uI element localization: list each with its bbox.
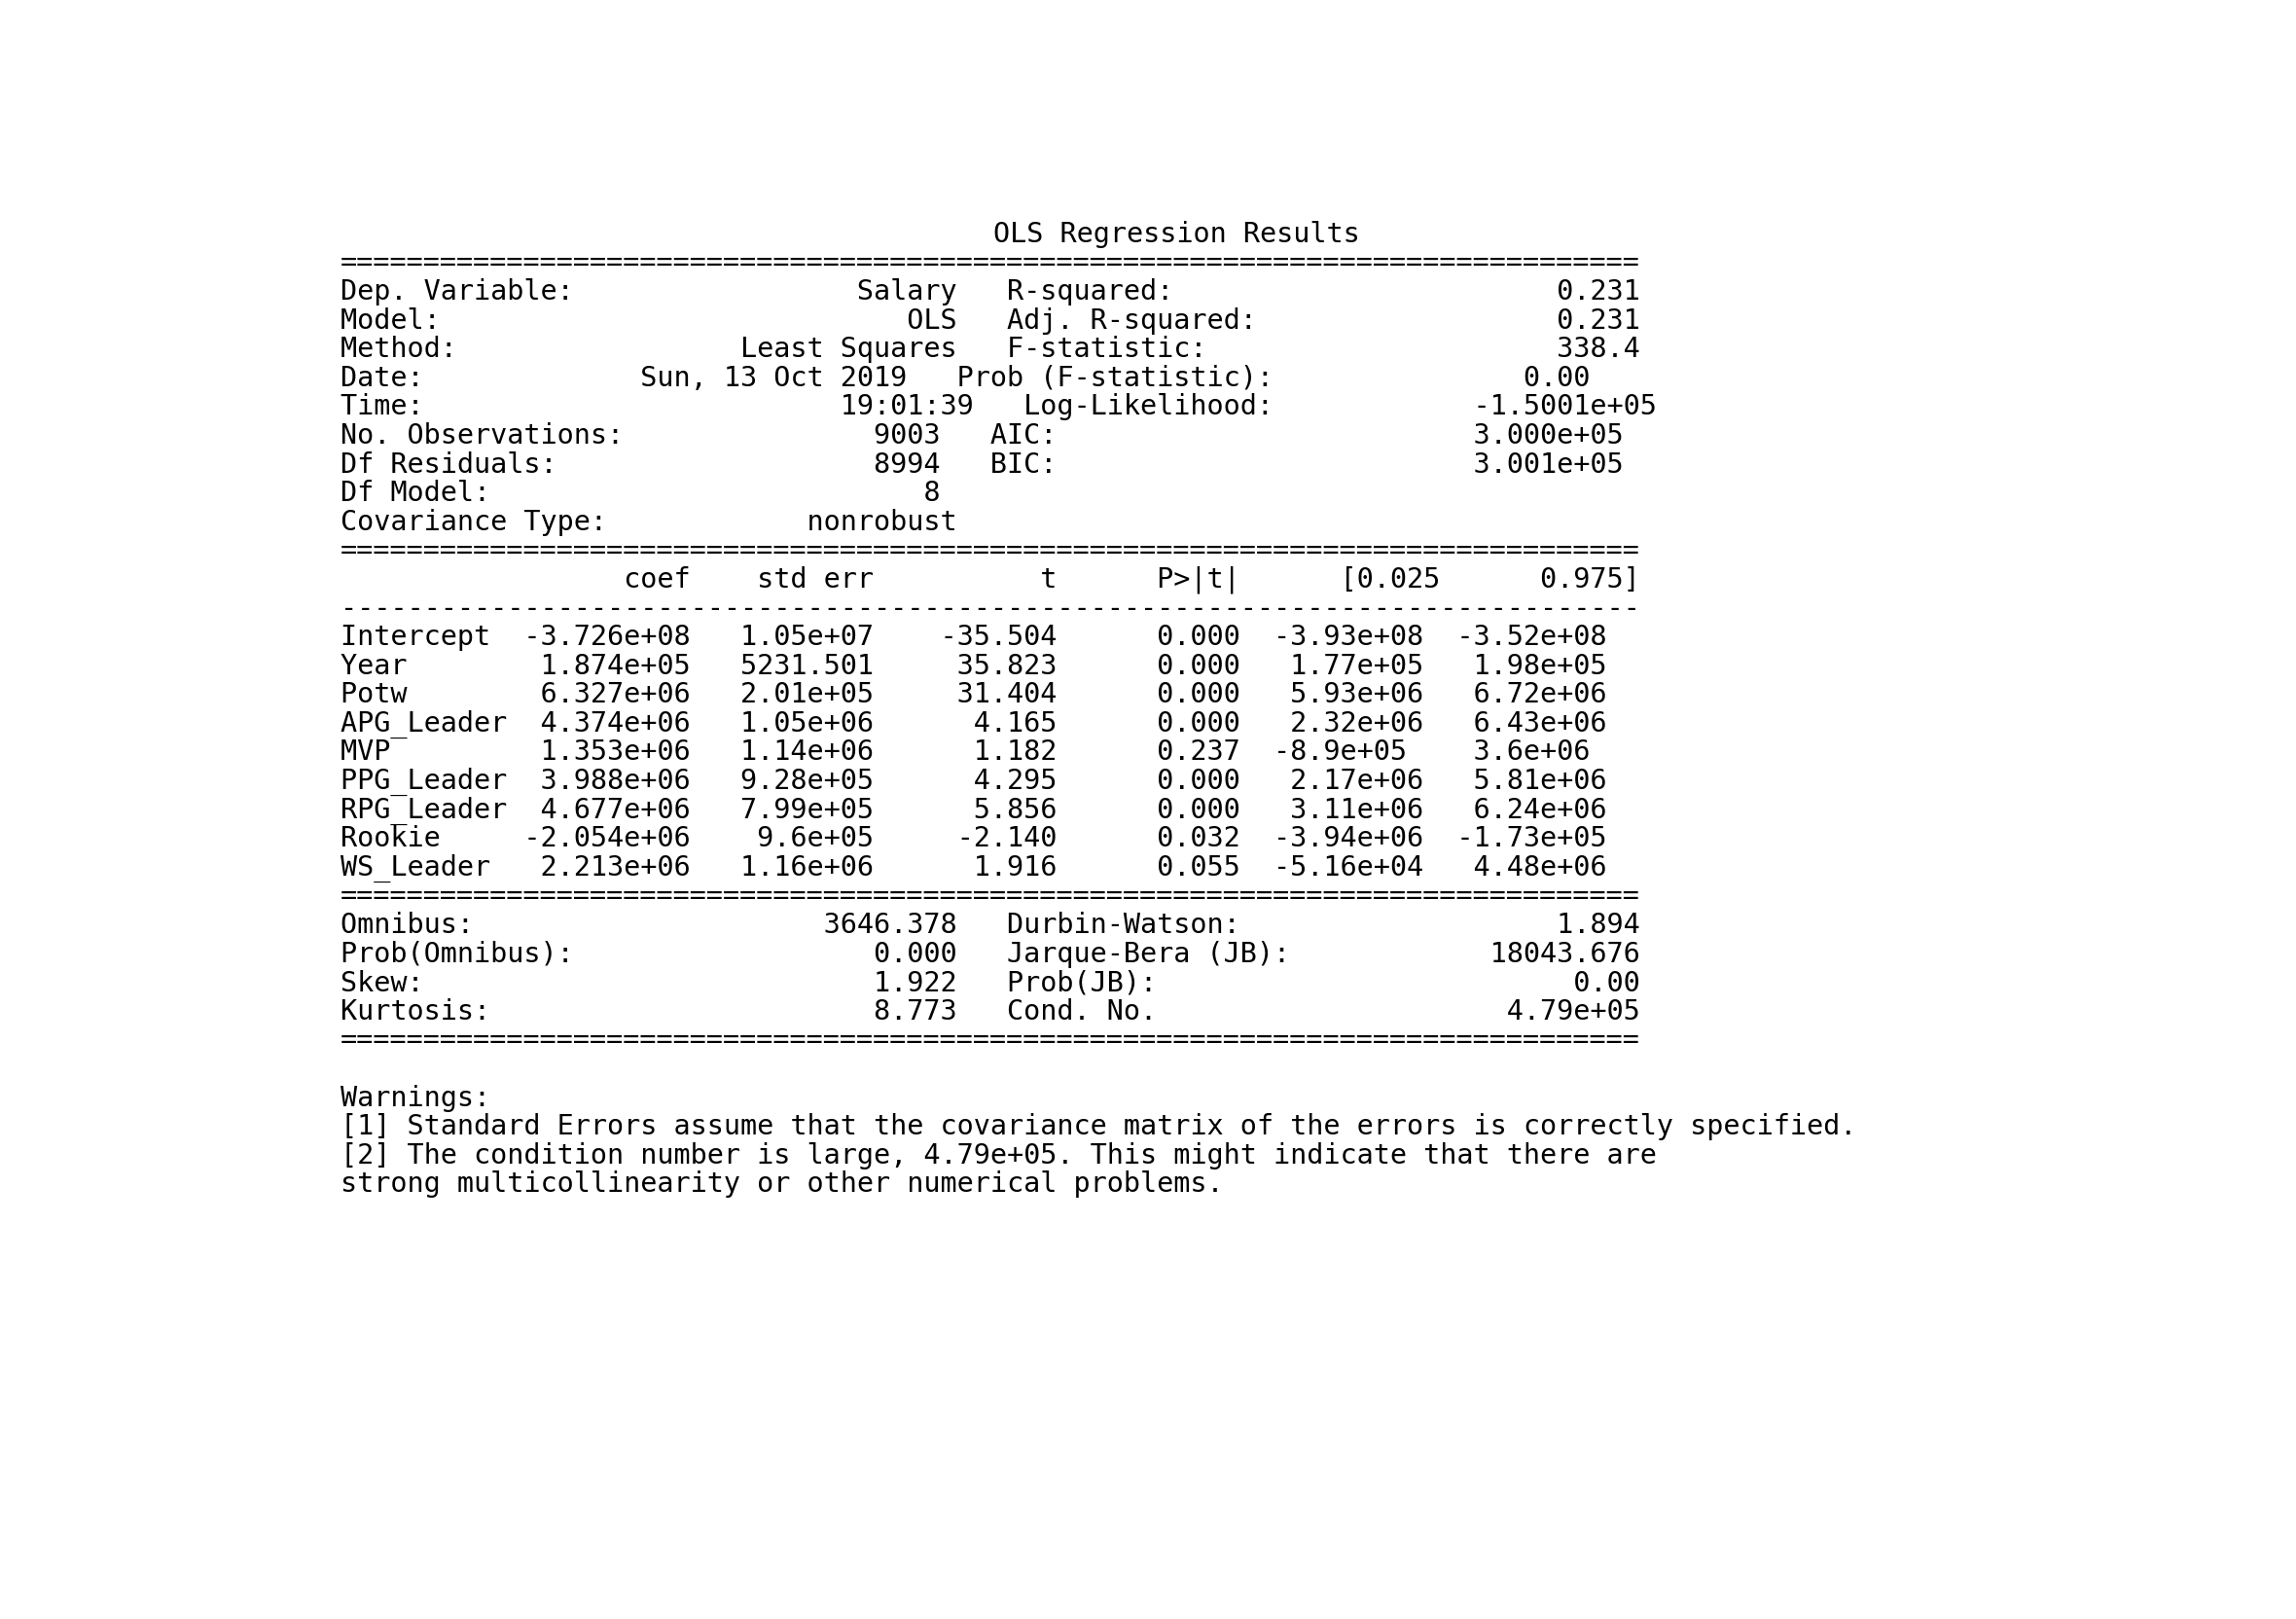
- Text: APG_Leader  4.374e+06   1.05e+06      4.165      0.000   2.32e+06   6.43e+06: APG_Leader 4.374e+06 1.05e+06 4.165 0.00…: [340, 709, 1607, 738]
- Text: [2] The condition number is large, 4.79e+05. This might indicate that there are: [2] The condition number is large, 4.79e…: [340, 1141, 1658, 1169]
- Text: Year        1.874e+05   5231.501     35.823      0.000   1.77e+05   1.98e+05: Year 1.874e+05 5231.501 35.823 0.000 1.7…: [340, 652, 1607, 680]
- Text: Dep. Variable:                 Salary   R-squared:                       0.231: Dep. Variable: Salary R-squared: 0.231: [340, 278, 1639, 306]
- Text: Model:                            OLS   Adj. R-squared:                  0.231: Model: OLS Adj. R-squared: 0.231: [340, 308, 1639, 334]
- Text: RPG_Leader  4.677e+06   7.99e+05      5.856      0.000   3.11e+06   6.24e+06: RPG_Leader 4.677e+06 7.99e+05 5.856 0.00…: [340, 797, 1607, 824]
- Text: [1] Standard Errors assume that the covariance matrix of the errors is correctly: [1] Standard Errors assume that the cova…: [340, 1112, 1857, 1140]
- Text: ==============================================================================: ========================================…: [340, 1026, 1639, 1054]
- Text: Df Residuals:                   8994   BIC:                         3.001e+05: Df Residuals: 8994 BIC: 3.001e+05: [340, 450, 1623, 478]
- Text: PPG_Leader  3.988e+06   9.28e+05      4.295      0.000   2.17e+06   5.81e+06: PPG_Leader 3.988e+06 9.28e+05 4.295 0.00…: [340, 767, 1607, 795]
- Text: Rookie     -2.054e+06    9.6e+05     -2.140      0.032  -3.94e+06  -1.73e+05: Rookie -2.054e+06 9.6e+05 -2.140 0.032 -…: [340, 824, 1607, 852]
- Text: Covariance Type:            nonrobust: Covariance Type: nonrobust: [340, 508, 957, 536]
- Text: Potw        6.327e+06   2.01e+05     31.404      0.000   5.93e+06   6.72e+06: Potw 6.327e+06 2.01e+05 31.404 0.000 5.9…: [340, 682, 1607, 708]
- Text: Date:             Sun, 13 Oct 2019   Prob (F-statistic):               0.00: Date: Sun, 13 Oct 2019 Prob (F-statistic…: [340, 364, 1589, 392]
- Text: No. Observations:               9003   AIC:                         3.000e+05: No. Observations: 9003 AIC: 3.000e+05: [340, 423, 1623, 448]
- Text: ==============================================================================: ========================================…: [340, 882, 1639, 910]
- Text: Prob(Omnibus):                  0.000   Jarque-Bera (JB):            18043.676: Prob(Omnibus): 0.000 Jarque-Bera (JB): 1…: [340, 941, 1639, 967]
- Text: Df Model:                          8: Df Model: 8: [340, 479, 939, 507]
- Text: ------------------------------------------------------------------------------: ----------------------------------------…: [340, 594, 1639, 622]
- Text: Warnings:: Warnings:: [340, 1083, 491, 1111]
- Text: coef    std err          t      P>|t|      [0.025      0.975]: coef std err t P>|t| [0.025 0.975]: [340, 565, 1639, 594]
- Text: Skew:                           1.922   Prob(JB):                         0.00: Skew: 1.922 Prob(JB): 0.00: [340, 968, 1639, 996]
- Text: strong multicollinearity or other numerical problems.: strong multicollinearity or other numeri…: [340, 1171, 1224, 1198]
- Text: Omnibus:                     3646.378   Durbin-Watson:                   1.894: Omnibus: 3646.378 Durbin-Watson: 1.894: [340, 911, 1639, 939]
- Text: Method:                 Least Squares   F-statistic:                     338.4: Method: Least Squares F-statistic: 338.4: [340, 335, 1639, 363]
- Text: ==============================================================================: ========================================…: [340, 538, 1639, 565]
- Text: OLS Regression Results: OLS Regression Results: [994, 220, 1359, 248]
- Text: ==============================================================================: ========================================…: [340, 249, 1639, 277]
- Text: MVP         1.353e+06   1.14e+06      1.182      0.237  -8.9e+05    3.6e+06: MVP 1.353e+06 1.14e+06 1.182 0.237 -8.9e…: [340, 738, 1589, 766]
- Text: Intercept  -3.726e+08   1.05e+07    -35.504      0.000  -3.93e+08  -3.52e+08: Intercept -3.726e+08 1.05e+07 -35.504 0.…: [340, 623, 1607, 651]
- Text: WS_Leader   2.213e+06   1.16e+06      1.916      0.055  -5.16e+04   4.48e+06: WS_Leader 2.213e+06 1.16e+06 1.916 0.055…: [340, 853, 1607, 882]
- Text: Time:                         19:01:39   Log-Likelihood:            -1.5001e+05: Time: 19:01:39 Log-Likelihood: -1.5001e+…: [340, 393, 1658, 421]
- Text: Kurtosis:                       8.773   Cond. No.                     4.79e+05: Kurtosis: 8.773 Cond. No. 4.79e+05: [340, 997, 1639, 1025]
